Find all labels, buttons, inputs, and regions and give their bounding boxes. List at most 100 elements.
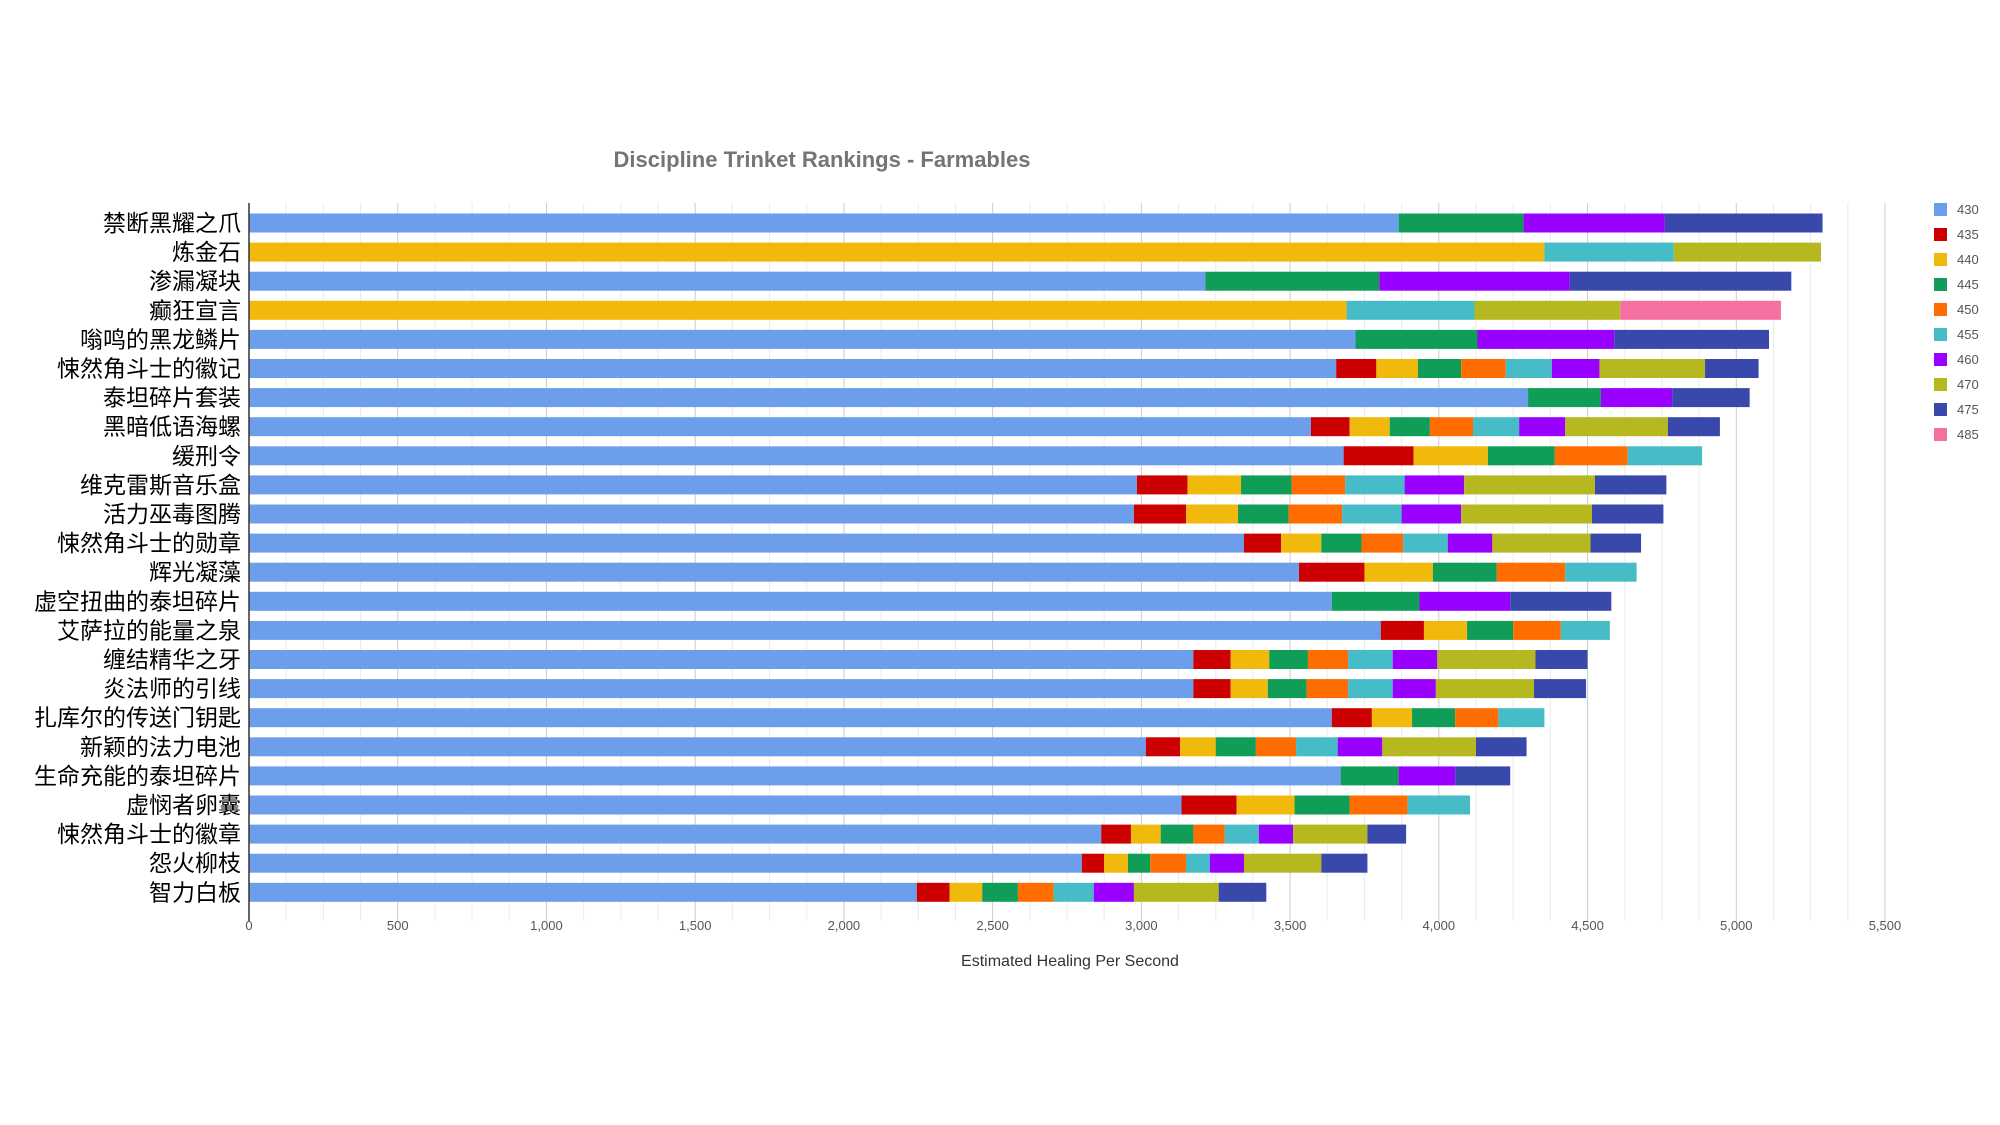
bar-segment-460	[1551, 359, 1600, 378]
bar-segment-435	[916, 882, 950, 902]
legend-label: 455	[1957, 327, 1979, 342]
category-label: 怨火柳枝	[149, 851, 241, 877]
bar-segment-460	[1404, 475, 1465, 495]
x-tick-label: 3,000	[1125, 918, 1158, 933]
bar-segment-460	[1379, 271, 1570, 291]
x-tick-label: 4,000	[1423, 918, 1456, 933]
category-label: 渗漏凝块	[149, 269, 241, 295]
bar-segment-455	[1346, 300, 1475, 320]
bar-segment-455	[1348, 650, 1393, 669]
bar-segment-470	[1243, 853, 1322, 873]
bar-segment-450	[1361, 533, 1404, 553]
bar-segment-440	[249, 300, 1347, 320]
bar-segment-435	[1336, 359, 1377, 378]
bar-segment-445	[1294, 795, 1350, 815]
bar-segment-430	[249, 417, 1311, 437]
bar-segment-435	[1193, 679, 1231, 699]
bar-segment-450	[1150, 853, 1186, 873]
bar-segment-460	[1519, 417, 1566, 437]
bar-segment-455	[1342, 504, 1402, 524]
bars	[249, 213, 1823, 902]
legend-swatch	[1934, 328, 1947, 341]
bar-segment-440	[1371, 708, 1413, 728]
bar-segment-455	[1560, 620, 1610, 640]
bar-segment-455	[1565, 562, 1637, 582]
category-label: 癫狂宣言	[149, 298, 241, 324]
bar-segment-430	[249, 620, 1381, 640]
bar-segment-475	[1664, 213, 1823, 233]
bar-segment-450	[1306, 679, 1349, 699]
bar-segment-475	[1667, 417, 1720, 437]
bar-segment-430	[249, 737, 1146, 757]
bar-segment-440	[1349, 417, 1390, 437]
bar-segment-440	[1281, 533, 1322, 553]
bar-segment-475	[1705, 359, 1759, 378]
bar-segment-470	[1492, 533, 1591, 553]
bar-segment-440	[249, 242, 1545, 262]
legend-swatch	[1934, 253, 1947, 266]
bar-segment-460	[1398, 766, 1456, 786]
bar-segment-430	[249, 853, 1082, 873]
bar-segment-455	[1224, 824, 1259, 844]
chart-title: Discipline Trinket Rankings - Farmables	[614, 147, 1031, 172]
bar-segment-460	[1258, 824, 1294, 844]
bar-segment-430	[249, 475, 1137, 495]
legend-label: 470	[1957, 377, 1979, 392]
bar-segment-430	[249, 708, 1332, 728]
legend-label: 435	[1957, 227, 1979, 242]
legend-swatch	[1934, 228, 1947, 241]
bar-segment-470	[1293, 824, 1368, 844]
bar-segment-445	[1528, 388, 1601, 408]
bar-segment-460	[1419, 591, 1511, 611]
bar-segment-460	[1392, 679, 1436, 699]
bar-segment-475	[1672, 388, 1750, 408]
bar-segment-430	[249, 388, 1529, 408]
category-label: 嗡鸣的黑龙鳞片	[80, 327, 241, 353]
bar-segment-460	[1209, 853, 1244, 873]
x-tick-label: 0	[245, 918, 252, 933]
legend-label: 440	[1957, 252, 1979, 267]
bar-segment-475	[1569, 271, 1792, 291]
legend-swatch	[1934, 428, 1947, 441]
bar-segment-450	[1513, 620, 1561, 640]
bar-segment-430	[249, 504, 1134, 524]
bar-segment-430	[249, 650, 1194, 669]
bar-segment-460	[1392, 650, 1438, 669]
bar-segment-470	[1133, 882, 1219, 902]
bar-segment-450	[1288, 504, 1343, 524]
bar-segment-455	[1505, 359, 1552, 378]
bar-segment-450	[1291, 475, 1346, 495]
category-label: 维克雷斯音乐盒	[80, 473, 241, 499]
bar-segment-475	[1218, 882, 1267, 902]
bar-segment-445	[1127, 853, 1151, 873]
bar-segment-440	[1230, 650, 1270, 669]
bar-segment-430	[249, 213, 1399, 233]
bar-segment-440	[1364, 562, 1433, 582]
x-tick-label: 2,500	[976, 918, 1009, 933]
bar-segment-470	[1461, 504, 1593, 524]
bar-segment-455	[1627, 446, 1703, 466]
bar-segment-475	[1592, 504, 1664, 524]
bar-segment-430	[249, 679, 1194, 699]
category-label: 悚然角斗士的勋章	[57, 531, 241, 557]
category-label: 活力巫毒图腾	[103, 502, 241, 528]
bar-segment-430	[249, 766, 1341, 786]
bar-segment-445	[1241, 475, 1292, 495]
bar-segment-455	[1348, 679, 1393, 699]
bar-segment-435	[1380, 620, 1424, 640]
bar-segment-450	[1349, 795, 1408, 815]
category-label: 智力白板	[149, 880, 241, 906]
x-tick-label: 500	[387, 918, 409, 933]
bar-segment-445	[1487, 446, 1555, 466]
bar-segment-435	[1193, 650, 1231, 669]
bar-segment-445	[1417, 359, 1462, 378]
x-tick-label: 5,500	[1869, 918, 1902, 933]
bar-segment-475	[1476, 737, 1527, 757]
bar-segment-470	[1437, 650, 1536, 669]
bar-segment-475	[1614, 329, 1769, 349]
bar-segment-440	[1413, 446, 1488, 466]
category-label: 虚空扭曲的泰坦碎片	[34, 589, 241, 615]
x-tick-label: 1,500	[679, 918, 712, 933]
bar-segment-435	[1145, 737, 1181, 757]
bar-segment-430	[249, 359, 1337, 378]
